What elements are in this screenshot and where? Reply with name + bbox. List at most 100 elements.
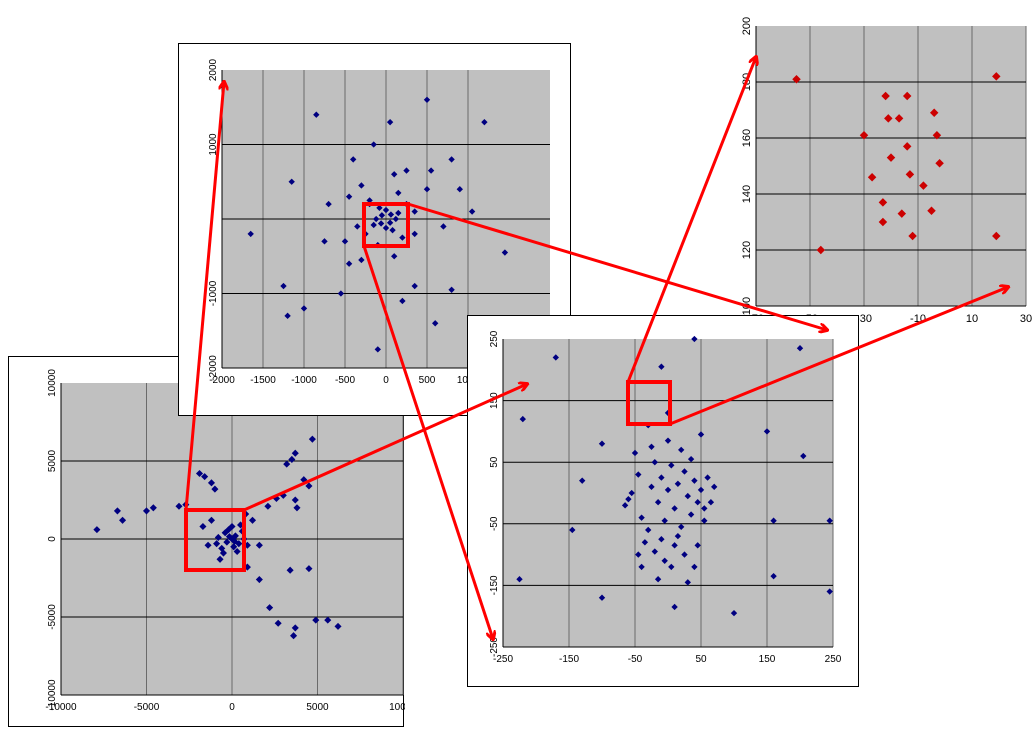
- x-tick-label: -10000: [45, 702, 77, 713]
- data-point: [687, 511, 695, 518]
- data-point: [878, 217, 888, 227]
- y-tick-label: 250: [489, 330, 500, 347]
- data-point: [654, 499, 662, 506]
- y-tick-label: -250: [489, 637, 500, 657]
- data-point: [247, 230, 254, 238]
- data-point: [671, 603, 678, 611]
- data-point: [625, 495, 632, 503]
- y-tick-label: 1000: [208, 133, 219, 156]
- data-point: [598, 594, 606, 601]
- y-tick-label: 150: [489, 392, 500, 409]
- data-point: [908, 231, 917, 241]
- x-tick-label: 0: [383, 375, 389, 386]
- y-tick-label: 100: [741, 297, 753, 315]
- data-point: [674, 532, 682, 540]
- x-tick-label: 10: [966, 313, 978, 325]
- x-tick-label: -150: [559, 654, 579, 665]
- y-tick-label: -5000: [47, 604, 58, 630]
- data-point: [674, 480, 682, 487]
- x-tick-label: 0: [229, 702, 235, 713]
- x-tick-label: 150: [759, 654, 776, 665]
- y-tick-label: 160: [741, 129, 753, 147]
- x-tick-label: -1500: [250, 375, 276, 386]
- y-tick-label: 200: [741, 17, 753, 35]
- y-tick-label: 0: [47, 536, 58, 542]
- x-tick-label: -1000: [291, 375, 317, 386]
- y-tick-label: 10000: [47, 369, 58, 397]
- data-point: [935, 158, 944, 168]
- data-point: [291, 624, 299, 632]
- data-point: [704, 474, 711, 481]
- data-point: [878, 198, 888, 207]
- data-point: [266, 604, 274, 612]
- y-tick-label: 120: [741, 241, 753, 259]
- data-point: [902, 142, 912, 151]
- data-point: [867, 172, 877, 182]
- data-point: [286, 566, 294, 574]
- chart-level3: -250 -150 -50 50 150 250 -250 -150 -50 50 150 250: [489, 330, 842, 665]
- x-tick-label: 250: [825, 654, 842, 665]
- data-point: [370, 141, 377, 148]
- x-tick-label: -250: [493, 654, 513, 665]
- data-point: [290, 632, 298, 640]
- y-tick-label: -2000: [208, 355, 219, 381]
- data-point: [149, 504, 157, 512]
- data-point: [902, 91, 912, 101]
- data-point: [770, 517, 777, 524]
- data-point: [707, 499, 715, 506]
- data-point: [770, 572, 777, 580]
- y-tick-label: 5000: [47, 449, 58, 472]
- data-point: [312, 616, 320, 624]
- data-point: [691, 477, 698, 484]
- x-tick-label: -10: [910, 313, 926, 325]
- data-point: [274, 619, 282, 627]
- data-point: [654, 576, 662, 583]
- data-point: [288, 178, 295, 185]
- y-tick-label: -50: [489, 516, 500, 531]
- data-point: [255, 576, 263, 584]
- x-tick-label: 10000: [389, 702, 405, 713]
- data-point: [681, 551, 688, 558]
- data-point: [305, 565, 313, 573]
- data-point: [897, 209, 907, 218]
- data-point: [391, 171, 398, 178]
- y-tick-label: 50: [489, 456, 500, 468]
- data-point: [929, 108, 939, 118]
- data-point: [641, 539, 649, 546]
- y-tick-label: -150: [489, 575, 500, 595]
- plot-area: [756, 26, 1026, 306]
- x-tick-label: 500: [419, 375, 436, 386]
- x-tick-label: -50: [628, 654, 643, 665]
- data-point: [932, 130, 942, 140]
- data-point: [621, 502, 629, 509]
- data-point: [671, 505, 678, 512]
- x-tick-label: 30: [1020, 313, 1032, 325]
- y-tick-label: 180: [741, 73, 753, 91]
- data-point: [313, 111, 320, 118]
- data-point: [905, 170, 915, 179]
- chart-level3-panel: -250 -150 -50 50 150 250 -250 -150 -50 50 150 250: [467, 315, 859, 687]
- data-point: [324, 616, 332, 624]
- data-point: [687, 455, 695, 463]
- x-tick-label: -5000: [134, 702, 160, 713]
- y-tick-label: -10000: [47, 679, 58, 711]
- x-tick-label: 5000: [306, 702, 329, 713]
- data-point: [175, 502, 183, 510]
- y-tick-label: 140: [741, 185, 753, 203]
- data-point: [826, 517, 833, 524]
- data-point: [395, 189, 402, 197]
- data-point: [658, 474, 665, 481]
- y-tick-label: -1000: [208, 280, 219, 306]
- data-point: [919, 181, 928, 190]
- data-point: [142, 507, 151, 515]
- data-point: [350, 156, 357, 163]
- x-tick-label: -500: [335, 375, 355, 386]
- data-point: [334, 622, 342, 630]
- data-point: [354, 223, 361, 230]
- data-point: [894, 114, 904, 123]
- x-tick-label: 50: [695, 654, 707, 665]
- data-point: [884, 114, 893, 123]
- y-tick-label: 2000: [208, 58, 219, 81]
